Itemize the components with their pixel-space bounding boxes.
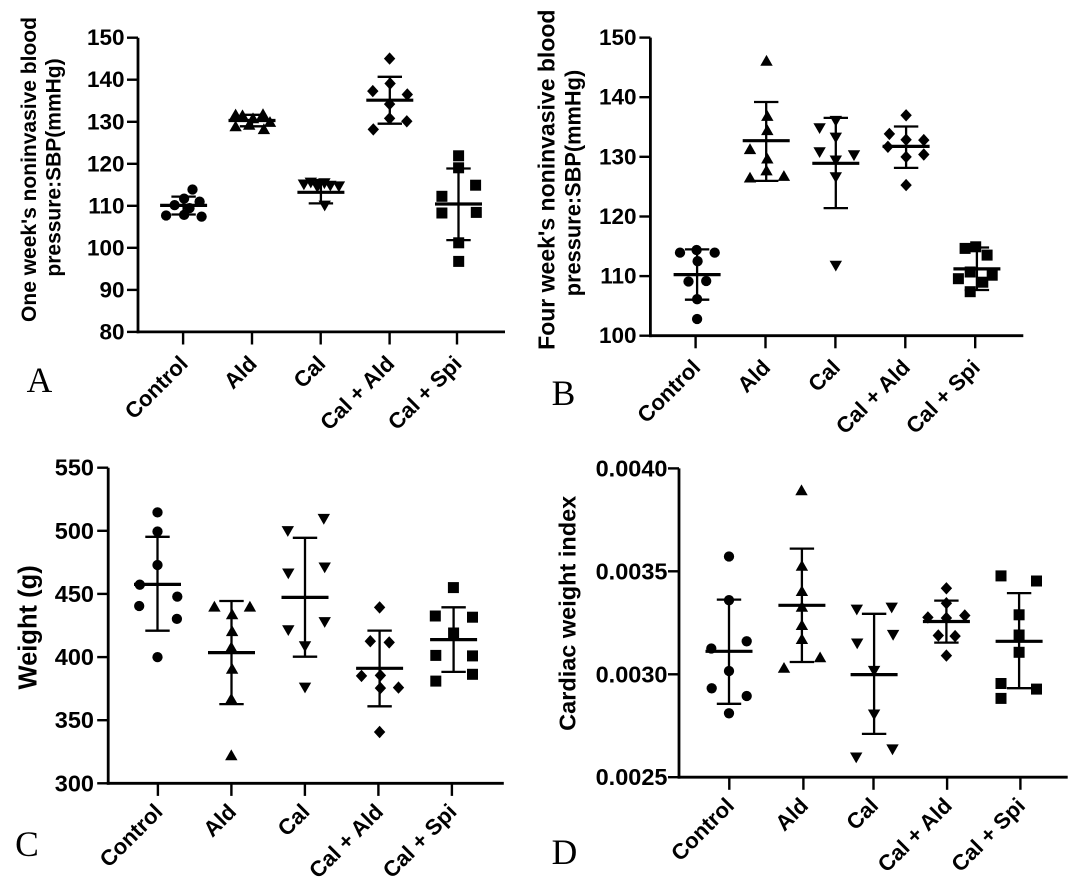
svg-text:130: 130 [87,109,125,134]
svg-text:D: D [552,832,578,872]
svg-text:140: 140 [87,67,125,92]
svg-text:0.0025: 0.0025 [596,764,668,790]
svg-text:150: 150 [87,25,125,50]
svg-text:0.0040: 0.0040 [596,455,668,481]
svg-text:0.0035: 0.0035 [596,558,668,584]
svg-text:110: 110 [600,264,636,289]
svg-text:120: 120 [87,151,125,176]
svg-text:0.0030: 0.0030 [596,661,668,687]
svg-text:150: 150 [599,25,637,50]
svg-text:pressure:SBP(mmHg): pressure:SBP(mmHg) [561,70,586,297]
svg-text:pressure:SBP(mmHg): pressure:SBP(mmHg) [43,58,66,276]
svg-text:140: 140 [599,85,637,110]
svg-text:300: 300 [55,770,94,796]
svg-text:110: 110 [88,193,124,218]
svg-text:Cardiac weight index: Cardiac weight index [555,496,581,731]
svg-text:120: 120 [599,204,637,229]
svg-text:500: 500 [55,518,94,544]
svg-text:550: 550 [55,455,94,481]
svg-text:100: 100 [87,235,125,260]
svg-text:B: B [552,373,576,413]
svg-text:80: 80 [99,319,124,344]
svg-text:A: A [27,360,53,400]
svg-text:130: 130 [599,144,637,169]
svg-text:350: 350 [55,707,94,733]
svg-text:C: C [15,824,39,864]
svg-text:One week's noninvasive blood: One week's noninvasive blood [18,17,41,322]
svg-text:90: 90 [99,277,124,302]
svg-text:450: 450 [55,581,94,607]
svg-text:Four week's noninvasive blood: Four week's noninvasive blood [534,10,560,350]
svg-text:400: 400 [55,644,94,670]
svg-text:Weight (g): Weight (g) [14,565,42,689]
svg-text:100: 100 [599,323,637,348]
